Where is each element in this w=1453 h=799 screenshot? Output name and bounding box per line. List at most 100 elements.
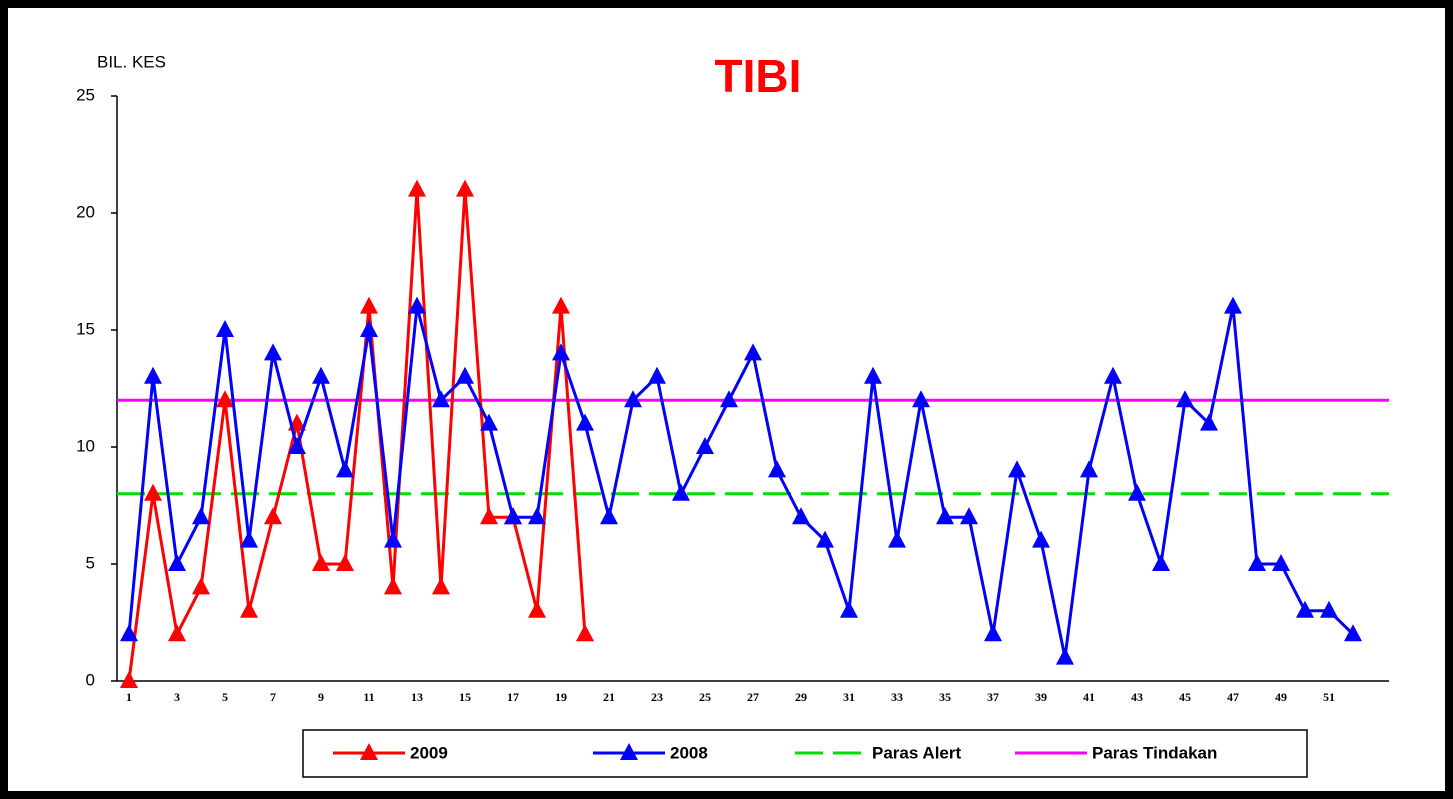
x-tick-label: 19: [555, 690, 567, 704]
point-marker: [1152, 554, 1170, 571]
point-marker: [360, 320, 378, 337]
point-marker: [408, 179, 426, 197]
x-tick-label: 41: [1083, 690, 1095, 704]
x-tick-label: 45: [1179, 690, 1191, 704]
point-marker: [120, 624, 138, 642]
y-tick-label: 5: [86, 553, 95, 572]
point-marker: [960, 507, 978, 525]
legend-label: Paras Tindakan: [1092, 743, 1217, 762]
point-marker: [168, 624, 186, 642]
y-axis-label: BIL. KES: [97, 52, 166, 71]
point-marker: [408, 296, 426, 314]
legend-marker: [360, 743, 378, 760]
point-marker: [480, 507, 498, 525]
point-marker: [336, 554, 354, 571]
point-marker: [456, 366, 474, 384]
x-tick-label: 29: [795, 690, 807, 704]
legend-marker: [620, 743, 638, 760]
x-tick-label: 47: [1227, 690, 1239, 704]
point-marker: [720, 390, 738, 408]
point-marker: [1248, 554, 1266, 571]
point-marker: [744, 343, 762, 361]
x-tick-label: 35: [939, 690, 951, 704]
point-marker: [816, 530, 834, 548]
x-tick-label: 27: [747, 690, 759, 704]
x-tick-label: 25: [699, 690, 711, 704]
series-line: [127, 188, 587, 682]
x-tick-label: 39: [1035, 690, 1047, 704]
point-marker: [1200, 413, 1218, 431]
x-tick-label: 9: [318, 690, 324, 704]
x-tick-label: 7: [270, 690, 276, 704]
point-marker: [192, 507, 210, 525]
point-marker: [312, 554, 330, 571]
x-tick-label: 15: [459, 690, 471, 704]
y-tick-label: 10: [76, 436, 95, 455]
point-marker: [936, 507, 954, 525]
point-marker: [696, 437, 714, 454]
point-marker: [1032, 530, 1050, 548]
point-marker: [360, 296, 378, 314]
point-marker: [384, 530, 402, 548]
x-tick-label: 1: [126, 690, 132, 704]
x-tick-label: 31: [843, 690, 855, 704]
x-tick-label: 23: [651, 690, 663, 704]
point-marker: [552, 296, 570, 314]
point-marker: [216, 390, 234, 408]
point-marker: [1296, 600, 1314, 618]
point-marker: [648, 366, 666, 384]
point-marker: [240, 600, 258, 618]
y-tick-label: 15: [76, 319, 95, 338]
point-marker: [552, 343, 570, 361]
point-marker: [792, 507, 810, 525]
series-line: [127, 305, 1355, 660]
point-marker: [1224, 296, 1242, 314]
x-tick-label: 33: [891, 690, 903, 704]
legend: [302, 729, 1308, 778]
point-marker: [432, 390, 450, 408]
legend-label: Paras Alert: [872, 743, 961, 762]
point-marker: [264, 343, 282, 361]
y-tick-label: 0: [86, 670, 95, 689]
point-marker: [864, 366, 882, 384]
y-tick-label: 25: [76, 85, 95, 104]
x-tick-label: 11: [363, 690, 374, 704]
point-marker: [1272, 554, 1290, 571]
x-tick-label: 51: [1323, 690, 1335, 704]
point-marker: [600, 507, 618, 525]
chart-title: TIBI: [715, 50, 802, 102]
point-marker: [312, 366, 330, 384]
point-marker: [1080, 460, 1098, 478]
point-marker: [168, 554, 186, 571]
point-marker: [984, 624, 1002, 642]
point-marker: [888, 530, 906, 548]
point-marker: [1344, 624, 1362, 642]
point-marker: [144, 366, 162, 384]
point-marker: [1104, 366, 1122, 384]
x-tick-label: 3: [174, 690, 180, 704]
point-marker: [288, 437, 306, 454]
point-marker: [480, 413, 498, 431]
point-marker: [1320, 600, 1338, 618]
x-tick-label: 37: [987, 690, 999, 704]
legend-label: 2009: [410, 743, 448, 762]
x-tick-label: 13: [411, 690, 423, 704]
point-marker: [576, 624, 594, 642]
legend-label: 2008: [670, 743, 708, 762]
point-marker: [528, 600, 546, 618]
point-marker: [624, 390, 642, 408]
point-marker: [120, 671, 138, 688]
point-marker: [216, 320, 234, 337]
x-tick-label: 49: [1275, 690, 1287, 704]
x-tick-label: 5: [222, 690, 228, 704]
point-marker: [336, 460, 354, 478]
point-marker: [672, 483, 690, 501]
point-marker: [1128, 483, 1146, 501]
x-tick-label: 17: [507, 690, 519, 704]
point-marker: [768, 460, 786, 478]
point-marker: [840, 600, 858, 618]
y-tick-label: 20: [76, 202, 95, 221]
x-tick-label: 43: [1131, 690, 1143, 704]
